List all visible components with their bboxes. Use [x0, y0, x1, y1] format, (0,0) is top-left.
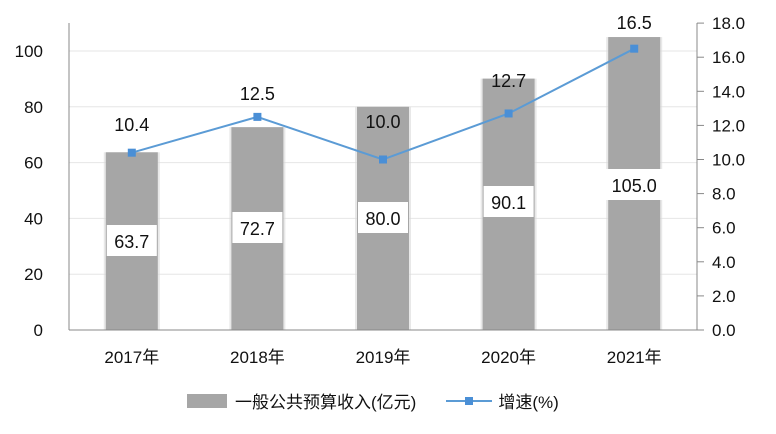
bar-value-label: 90.1: [491, 193, 526, 213]
growth-marker: [630, 44, 639, 53]
combo-chart: 0 20 40 60 80 100 0.0 2.0 4.0 6.0 8.0 10.0 12.0 14.0 1…: [15, 13, 745, 367]
growth-marker: [504, 109, 513, 118]
left-axis-tick: 100: [15, 42, 43, 61]
growth-value-label: 10.4: [114, 115, 149, 135]
legend-item-growth: 增速(%): [446, 388, 559, 413]
bar-swatch-icon: [187, 393, 227, 408]
bar-label-box: [232, 212, 283, 243]
line-marker-swatch-icon: [446, 394, 493, 408]
legend-label-revenue: 一般公共预算收入(亿元): [235, 393, 417, 412]
legend-item-revenue: 一般公共预算收入(亿元): [187, 388, 416, 413]
bar-value-label: 72.7: [240, 219, 275, 239]
bar-label-box: [483, 186, 534, 217]
growth-value-label: 16.5: [617, 13, 652, 33]
right-axis-tick: 18.0: [712, 14, 745, 33]
bar-label-box: [106, 225, 157, 256]
growth-value-label: 10.0: [365, 112, 400, 132]
right-axis-tick: 0.0: [712, 321, 736, 340]
right-axis-tick: 2.0: [712, 287, 736, 306]
right-axis-tick: 16.0: [712, 48, 745, 67]
bar-label-box: [358, 202, 408, 233]
growth-marker: [127, 148, 136, 157]
left-axis-tick: 20: [24, 265, 43, 284]
left-axis-tick: 80: [24, 98, 43, 117]
right-axis-tick: 12.0: [712, 116, 745, 135]
x-axis-category: 2019年: [356, 348, 411, 367]
bar-value-label: 63.7: [114, 232, 149, 252]
legend: 一般公共预算收入(亿元) 增速(%): [187, 388, 589, 413]
right-axis-tick: 4.0: [712, 253, 736, 272]
left-axis-tick: 60: [24, 154, 43, 173]
growth-marker: [379, 155, 387, 164]
bar-label-box: [605, 169, 664, 200]
x-axis-category: 2017年: [104, 348, 159, 367]
x-axis-category: 2020年: [481, 348, 536, 367]
growth-value-label: 12.7: [491, 71, 526, 91]
bar-value-label: 80.0: [365, 209, 400, 229]
growth-value-label: 12.5: [240, 84, 275, 104]
bar-value-label: 105.0: [612, 176, 657, 196]
right-axis-tick: 14.0: [712, 82, 745, 101]
left-axis-tick: 0: [34, 321, 43, 340]
growth-marker: [253, 112, 262, 121]
right-axis-tick: 10.0: [712, 151, 745, 170]
legend-label-growth: 增速(%): [498, 393, 559, 412]
right-axis-tick: 6.0: [712, 219, 736, 238]
x-axis-category: 2021年: [607, 348, 662, 367]
x-axis-category: 2018年: [230, 348, 285, 367]
right-axis-tick: 8.0: [712, 185, 736, 204]
left-axis-tick: 40: [24, 209, 43, 228]
